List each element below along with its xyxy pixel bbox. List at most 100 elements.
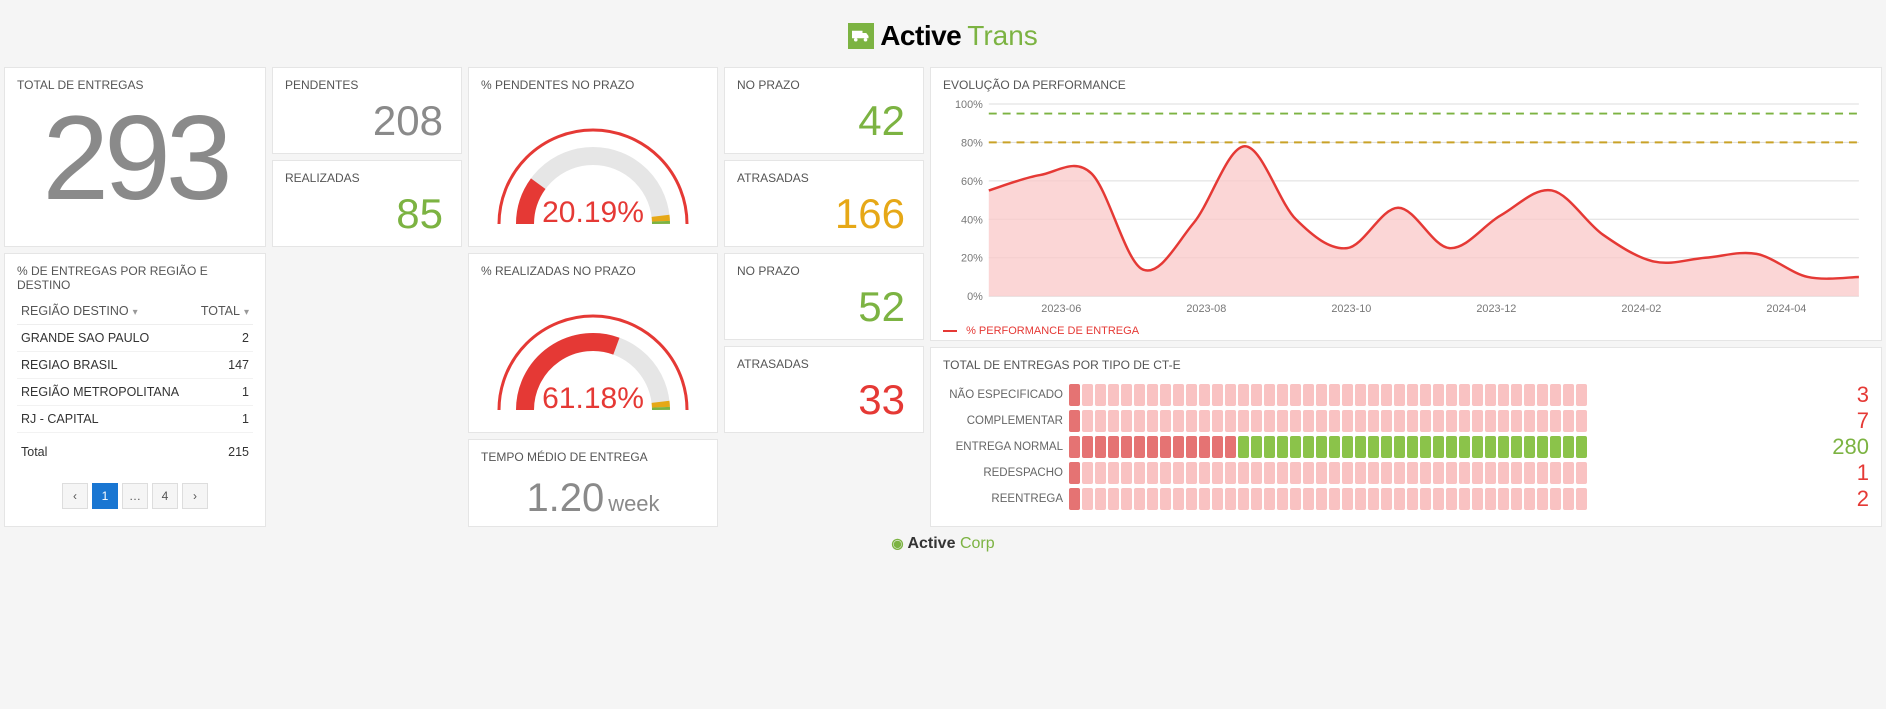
waffle-cell: [1355, 488, 1366, 510]
waffle-cell: [1394, 410, 1405, 432]
table-row-name[interactable]: RJ - CAPITAL: [17, 406, 193, 433]
waffle-cell: [1472, 488, 1483, 510]
waffle-cell: [1290, 384, 1301, 406]
waffle-cell: [1472, 436, 1483, 458]
cte-title: TOTAL DE ENTREGAS POR TIPO DE CT-e: [943, 358, 1869, 372]
kpi-tempo-unit: week: [608, 491, 659, 516]
cte-row-label: COMPLEMENTAR: [943, 415, 1063, 427]
waffle-cell: [1498, 462, 1509, 484]
cte-row-cells: [1069, 384, 1813, 406]
region-col-1[interactable]: REGIÃO DESTINO▾: [17, 298, 193, 325]
waffle-cell: [1381, 462, 1392, 484]
cte-row-label: REDESPACHO: [943, 467, 1063, 479]
waffle-cell: [1277, 410, 1288, 432]
leaf-icon: ◉: [891, 535, 903, 551]
waffle-cell: [1251, 410, 1262, 432]
waffle-cell: [1186, 488, 1197, 510]
waffle-cell: [1290, 488, 1301, 510]
perf-chart: 100%80%60%40%20%0%2023-062023-082023-102…: [943, 98, 1869, 318]
waffle-cell: [1173, 436, 1184, 458]
waffle-cell: [1277, 436, 1288, 458]
waffle-cell: [1433, 384, 1444, 406]
waffle-cell: [1173, 462, 1184, 484]
gauge-realizadas-card: % REALIZADAS NO PRAZO 61.18%: [468, 253, 718, 433]
waffle-cell: [1537, 384, 1548, 406]
waffle-cell: [1498, 384, 1509, 406]
table-row-name[interactable]: REGIÃO METROPOLITANA: [17, 379, 193, 406]
waffle-cell: [1121, 384, 1132, 406]
svg-text:61.18%: 61.18%: [542, 382, 644, 415]
waffle-cell: [1173, 384, 1184, 406]
kpi-realizadas-card: REALIZADAS 85: [272, 160, 462, 247]
waffle-cell: [1108, 462, 1119, 484]
svg-text:100%: 100%: [955, 99, 983, 111]
pager-page-4[interactable]: 4: [152, 483, 178, 509]
table-row-name[interactable]: GRANDE SAO PAULO: [17, 325, 193, 352]
waffle-cell: [1550, 410, 1561, 432]
waffle-cell: [1472, 410, 1483, 432]
waffle-cell: [1355, 410, 1366, 432]
pager-page-1[interactable]: 1: [92, 483, 118, 509]
kpi-realizadas-label: REALIZADAS: [285, 171, 449, 185]
svg-text:2023-10: 2023-10: [1331, 303, 1371, 315]
table-row-name[interactable]: REGIAO BRASIL: [17, 352, 193, 379]
waffle-cell: [1303, 384, 1314, 406]
cte-row-value: 2: [1819, 486, 1869, 512]
waffle-cell: [1108, 384, 1119, 406]
waffle-cell: [1511, 488, 1522, 510]
waffle-cell: [1342, 462, 1353, 484]
filter-icon[interactable]: ▾: [244, 307, 249, 318]
waffle-cell: [1563, 488, 1574, 510]
waffle-cell: [1095, 488, 1106, 510]
pager-next[interactable]: ›: [182, 483, 208, 509]
waffle-cell: [1095, 410, 1106, 432]
brand-name-1: Active: [880, 20, 961, 52]
waffle-cell: [1446, 462, 1457, 484]
waffle-cell: [1433, 462, 1444, 484]
svg-text:60%: 60%: [961, 176, 983, 188]
kpi-atras1-label: ATRASADAS: [737, 171, 911, 185]
waffle-cell: [1498, 410, 1509, 432]
truck-icon: [848, 23, 874, 49]
pager-prev[interactable]: ‹: [62, 483, 88, 509]
waffle-cell: [1160, 462, 1171, 484]
kpi-noprazo2-value: 52: [737, 284, 911, 328]
waffle-cell: [1147, 488, 1158, 510]
waffle-cell: [1485, 436, 1496, 458]
waffle-cell: [1199, 410, 1210, 432]
brand-name-2: Trans: [967, 20, 1038, 52]
region-col-2[interactable]: TOTAL▾: [193, 298, 253, 325]
waffle-cell: [1212, 462, 1223, 484]
pager-dots: …: [122, 483, 148, 509]
waffle-cell: [1433, 436, 1444, 458]
waffle-cell: [1108, 488, 1119, 510]
waffle-cell: [1121, 436, 1132, 458]
waffle-cell: [1160, 384, 1171, 406]
header: Active Trans: [0, 0, 1886, 67]
waffle-cell: [1485, 410, 1496, 432]
waffle-cell: [1082, 462, 1093, 484]
waffle-cell: [1316, 436, 1327, 458]
waffle-cell: [1420, 488, 1431, 510]
waffle-cell: [1095, 384, 1106, 406]
cte-row-cells: [1069, 488, 1813, 510]
waffle-cell: [1121, 488, 1132, 510]
region-total-value: 215: [193, 433, 253, 466]
waffle-cell: [1342, 384, 1353, 406]
waffle-cell: [1277, 384, 1288, 406]
waffle-cell: [1316, 462, 1327, 484]
svg-text:2024-04: 2024-04: [1766, 303, 1806, 315]
kpi-noprazo1-value: 42: [737, 98, 911, 142]
waffle-cell: [1407, 436, 1418, 458]
waffle-cell: [1433, 410, 1444, 432]
waffle-cell: [1368, 488, 1379, 510]
filter-icon[interactable]: ▾: [133, 307, 138, 318]
waffle-cell: [1069, 462, 1080, 484]
kpi-total-value: 293: [17, 98, 253, 218]
region-table: REGIÃO DESTINO▾ TOTAL▾ GRANDE SAO PAULO 2…: [17, 298, 253, 465]
waffle-cell: [1160, 488, 1171, 510]
waffle-cell: [1277, 462, 1288, 484]
waffle-cell: [1290, 410, 1301, 432]
waffle-cell: [1563, 384, 1574, 406]
waffle-cell: [1381, 410, 1392, 432]
